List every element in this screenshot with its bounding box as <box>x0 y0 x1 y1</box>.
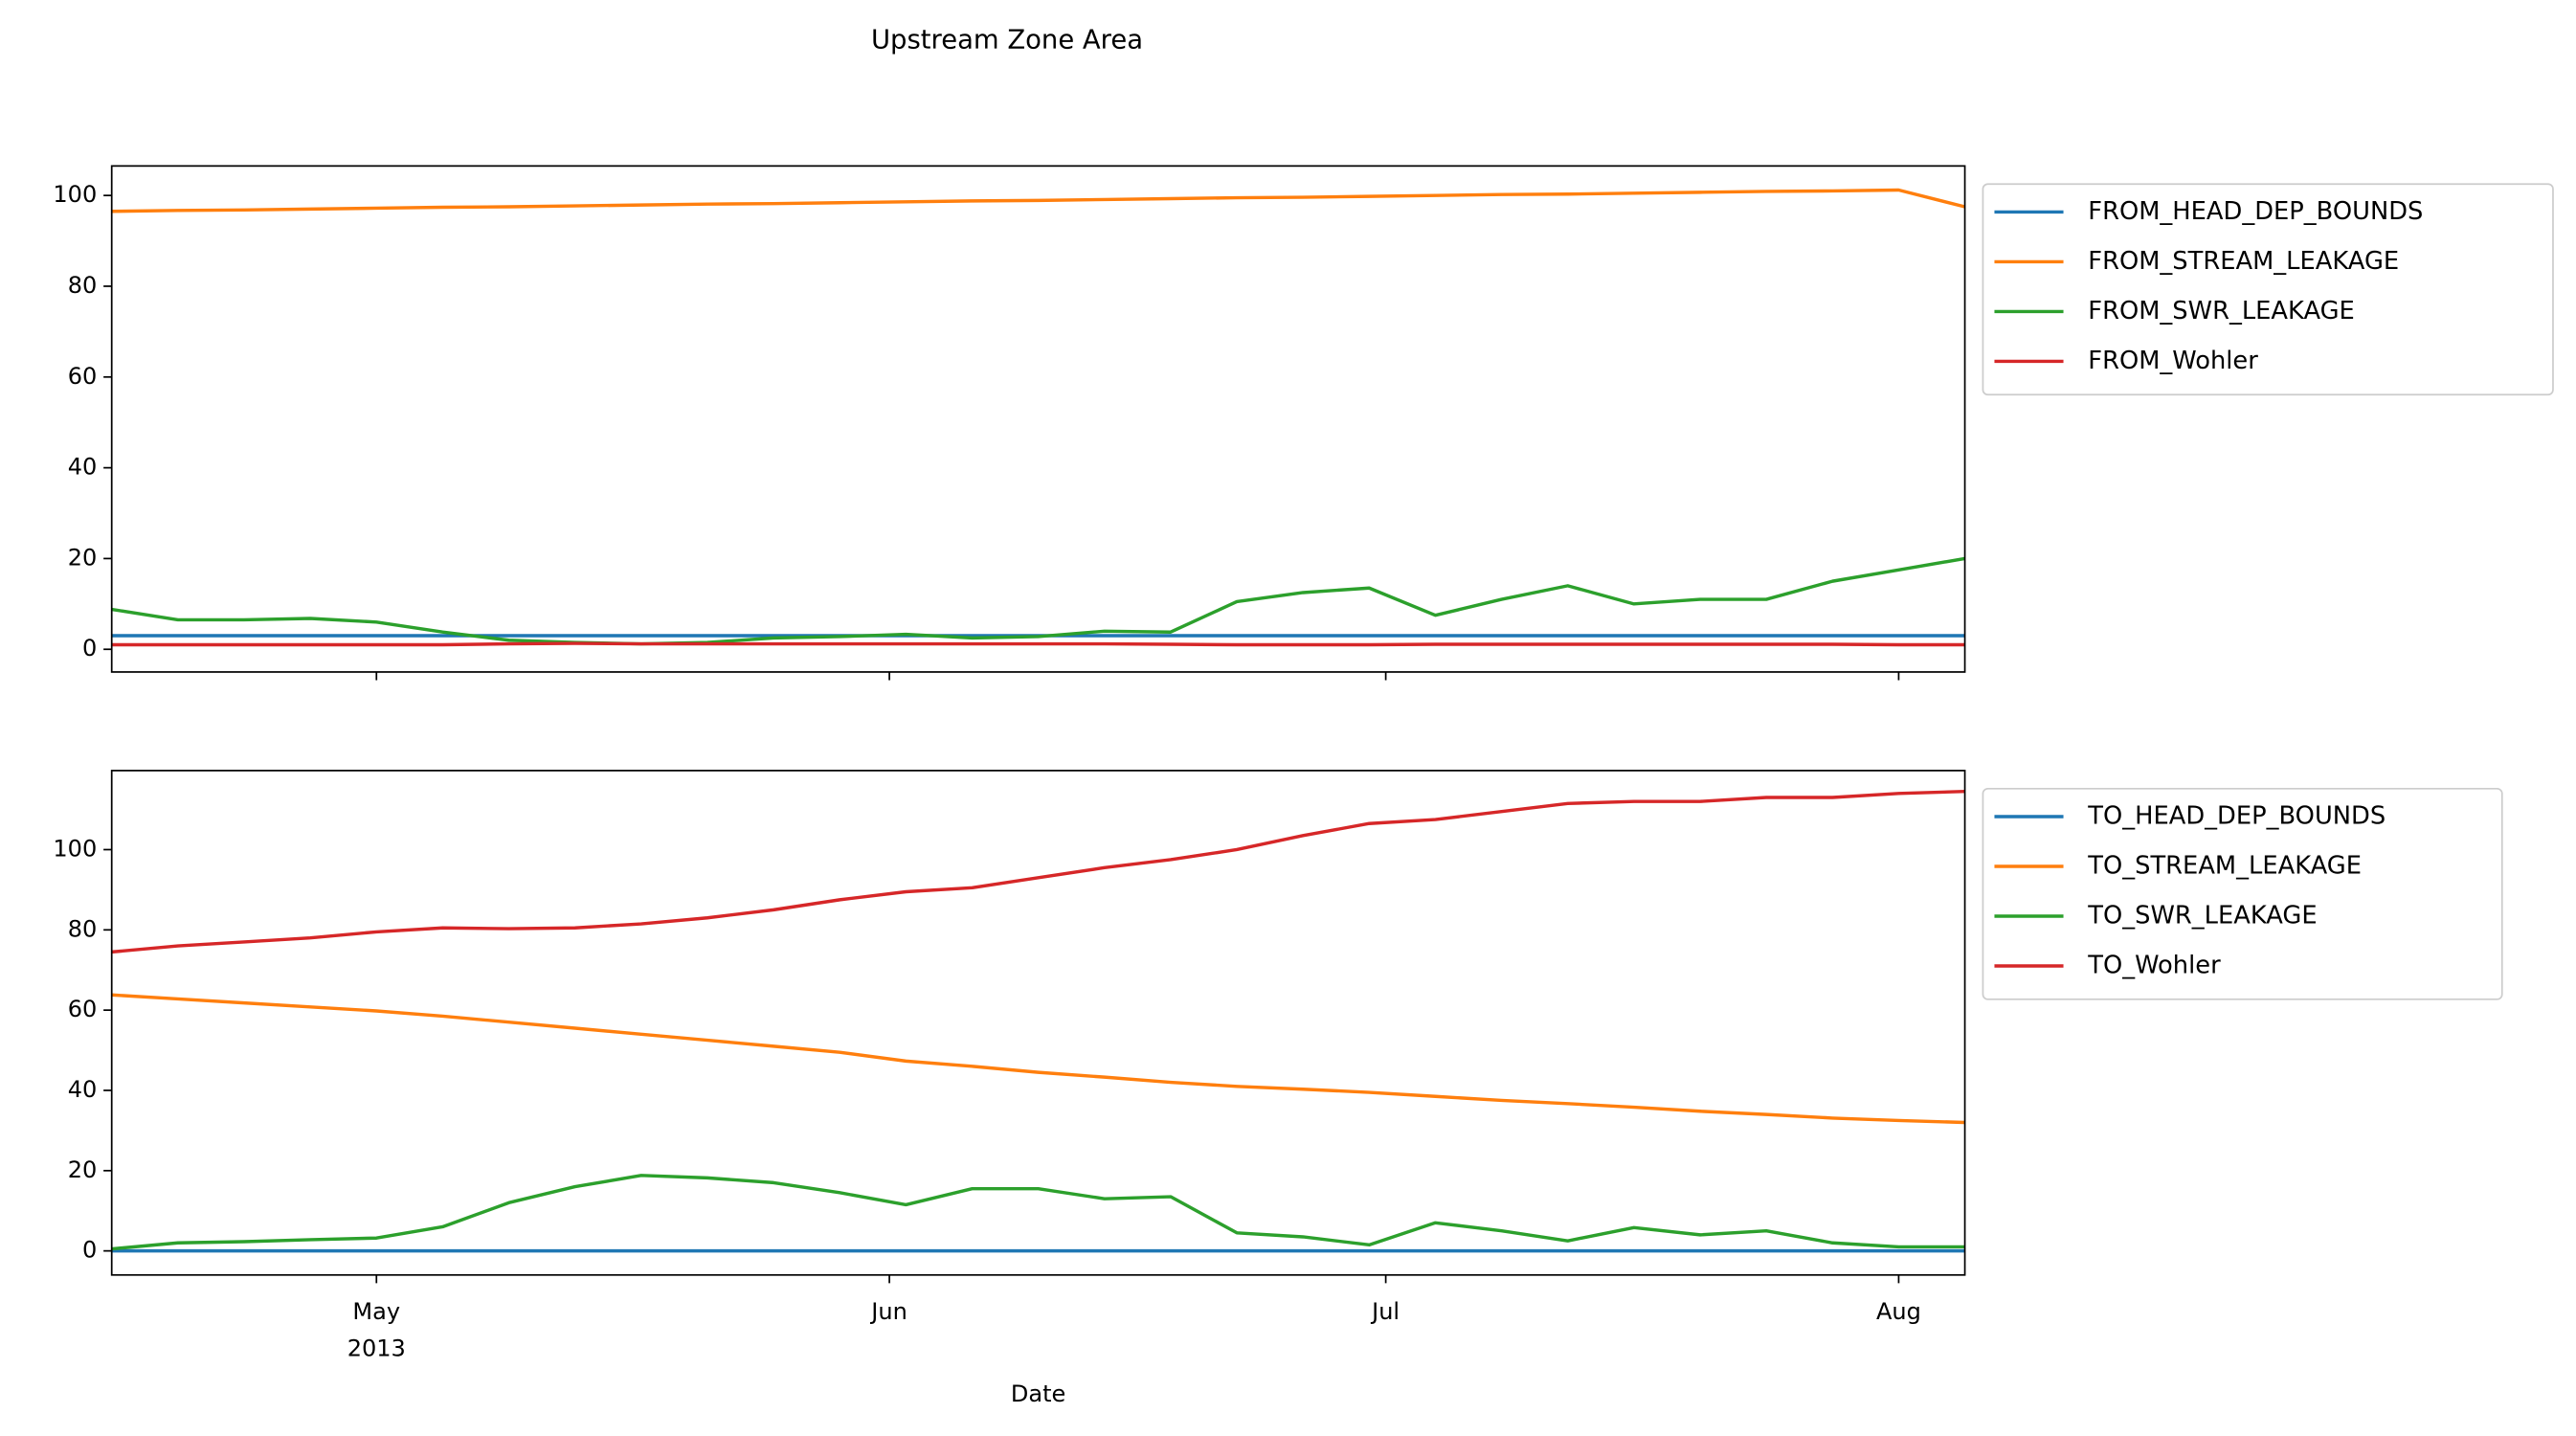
y-tick-label: 40 <box>68 1076 98 1103</box>
x-axis-label: Date <box>1011 1380 1065 1407</box>
legend-label: FROM_STREAM_LEAKAGE <box>2088 247 2399 276</box>
y-tick-label: 0 <box>82 635 97 662</box>
x-tick-label: May 2013 <box>347 1298 406 1361</box>
legend-label: FROM_Wohler <box>2088 347 2258 375</box>
legend-box <box>1982 787 2503 1000</box>
x-tick-label: Jul <box>1370 1298 1400 1325</box>
x-tick-label: Aug <box>1876 1298 1921 1325</box>
y-tick-label: 20 <box>68 1156 98 1183</box>
legend-label: TO_SWR_LEAKAGE <box>2087 901 2317 930</box>
series-line <box>111 993 1965 1125</box>
y-tick-label: 60 <box>68 996 98 1022</box>
legend-label: FROM_HEAD_DEP_BOUNDS <box>2088 197 2423 226</box>
series-line <box>111 188 1965 213</box>
series-line <box>111 556 1965 646</box>
y-tick-label: 60 <box>68 363 98 390</box>
series-line <box>111 641 1965 647</box>
y-tick-label: 80 <box>68 915 98 942</box>
y-tick-label: 100 <box>53 181 97 208</box>
legend-box <box>1982 183 2554 396</box>
x-tick-label: Jun <box>869 1298 907 1325</box>
y-tick-label: 80 <box>68 272 98 299</box>
legend-label: TO_STREAM_LEAKAGE <box>2087 851 2362 880</box>
legend-label: FROM_SWR_LEAKAGE <box>2088 297 2355 325</box>
chart-title: Upstream Zone Area <box>871 25 1143 55</box>
series-line <box>111 1174 1965 1251</box>
series-line <box>111 789 1965 954</box>
legend-label: TO_HEAD_DEP_BOUNDS <box>2087 801 2386 830</box>
axes-frame <box>110 770 1966 1276</box>
y-tick-label: 20 <box>68 544 98 571</box>
y-tick-label: 100 <box>53 835 97 862</box>
y-tick-label: 0 <box>82 1237 97 1264</box>
y-tick-label: 40 <box>68 454 98 481</box>
legend-label: TO_Wohler <box>2087 951 2221 979</box>
axes-frame <box>110 165 1966 673</box>
